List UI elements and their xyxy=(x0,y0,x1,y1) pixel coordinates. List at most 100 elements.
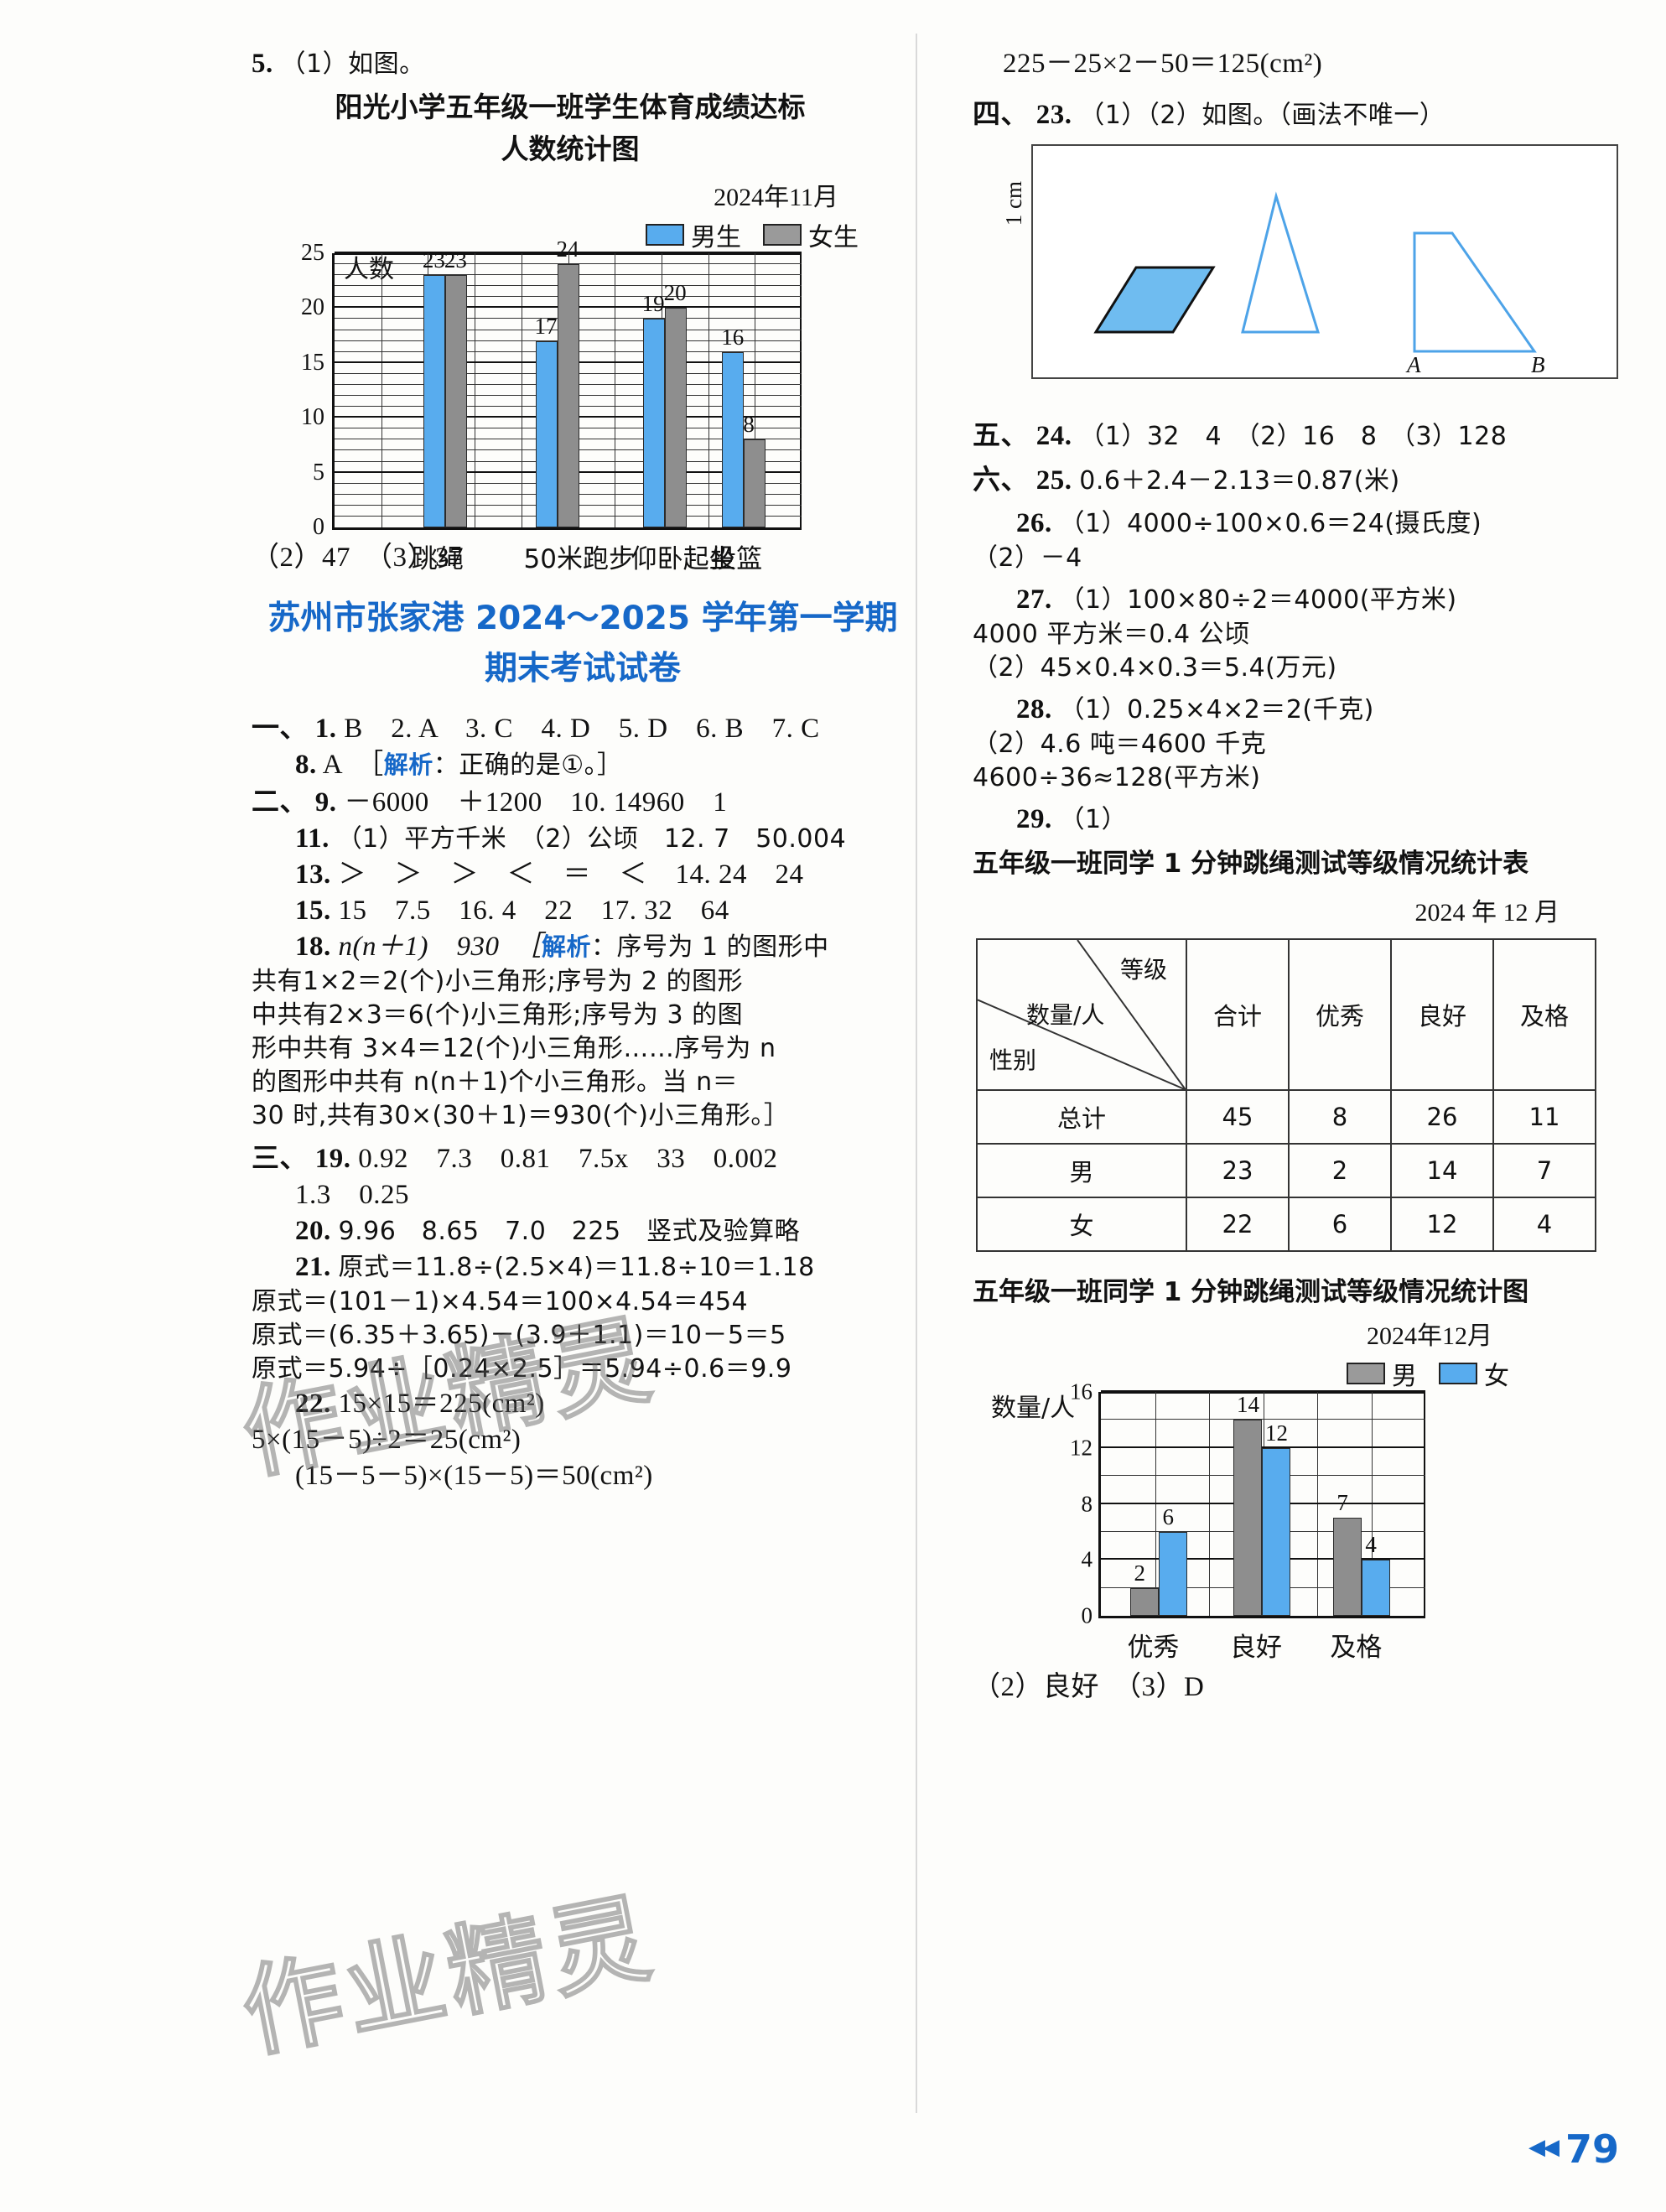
answer-26-line2: （2）－4 xyxy=(973,543,1082,573)
legend-label-male-2: 男 xyxy=(1392,1362,1417,1391)
chart2-bar-label: 14 xyxy=(1237,1392,1260,1418)
answer-18-line-1: 共有1×2＝2(个)小三角形;序号为 2 的图形 xyxy=(252,966,744,996)
chart2-title: 五年级一班同学 1 分钟跳绳测试等级情况统计图 xyxy=(973,1277,1529,1307)
section-5-marker: 五、 xyxy=(973,418,1029,451)
legend-swatch-female-2 xyxy=(1439,1363,1477,1384)
plot2-ytick: 16 xyxy=(1070,1379,1093,1405)
answer-22-line3: (15－5－5)×(15－5)＝50(cm²) xyxy=(295,1460,653,1491)
answer-27-number: 27. xyxy=(1016,584,1052,615)
answer-8-pre: A ［ xyxy=(322,749,384,780)
answer-row-26: 26. （1）4000÷100×0.6＝24(摄氏度) xyxy=(973,510,1635,537)
page-nav-arrows[interactable]: ◀◀ xyxy=(1528,2135,1560,2159)
answer-13-body: ＞ ＞ ＞ ＜ ＝ ＜ 14. 24 24 xyxy=(338,859,804,890)
answer-27-line2: 4000 平方米＝0.4 公顷 xyxy=(973,620,1250,649)
answer-22-continued: 225－25×2－50＝125(cm²) xyxy=(1003,49,1323,79)
cell-male-pass: 7 xyxy=(1492,1143,1596,1198)
column-divider xyxy=(916,34,917,2113)
triangle-shape xyxy=(1241,191,1321,334)
answer-27-line3: （2）45×0.4×0.3＝5.4(万元) xyxy=(973,653,1337,683)
parallelogram-shape xyxy=(1093,266,1216,334)
legend-item-female-2: 女 xyxy=(1439,1355,1509,1392)
chart2-bar-label: 2 xyxy=(1134,1560,1145,1586)
legend-item-male: 男生 xyxy=(646,216,741,253)
plot2-gridline-v xyxy=(1317,1392,1318,1616)
table-row: 女 22 6 12 4 xyxy=(976,1197,1596,1252)
answer-21-line2: 原式＝(101－1)×4.54＝100×4.54＝454 xyxy=(252,1286,749,1316)
grid-label-vertical: 1 cm xyxy=(1001,181,1026,226)
table-col-header-good: 良好 xyxy=(1390,938,1494,1091)
answer-11-body: （1）平方千米 （2）公顷 12. 7 50.004 xyxy=(336,823,847,854)
plot1-ytick: 15 xyxy=(301,349,324,376)
answer-28-number: 28. xyxy=(1016,694,1052,724)
plot2-ytick: 0 xyxy=(1081,1602,1093,1628)
grid-shapes xyxy=(1093,191,1537,353)
right-column: 225－25×2－50＝125(cm²) 四、 23. （1）（2）如图。（画法… xyxy=(973,50,1635,1710)
chart2-bar-female xyxy=(1159,1531,1188,1616)
question-5-text: （1）如图。 xyxy=(280,49,425,79)
chart1-y-axis-label: 人数 xyxy=(344,255,394,284)
table-corner-header: 等级 数量/人 性别 xyxy=(976,938,1187,1091)
cell-male-good: 14 xyxy=(1390,1143,1494,1198)
plot2-gridline-h xyxy=(1101,1419,1425,1420)
legend-swatch-male-2 xyxy=(1347,1363,1385,1384)
chart1-bar-male xyxy=(423,275,445,527)
answer-29-tail: （2）良好 （3）D xyxy=(973,1672,1205,1702)
chart1-bar-female xyxy=(664,308,687,527)
chart2-bar-male xyxy=(1130,1587,1160,1616)
chart1-bar-label: 19 xyxy=(641,291,665,317)
chart2-bar-label: 7 xyxy=(1336,1490,1348,1516)
answer-row-27: 27. （1）100×80÷2＝4000(平方米) xyxy=(973,586,1635,614)
plot2-right-border xyxy=(1424,1392,1425,1616)
cell-total-total: 45 xyxy=(1186,1089,1290,1145)
answer-18-head2: ：序号为 1 的图形中 xyxy=(591,932,829,962)
answer-19-line2: 1.3 0.25 xyxy=(295,1179,409,1210)
chart1-xlabel: 仰卧起坐 xyxy=(631,544,735,574)
chart2-bar-label: 12 xyxy=(1265,1420,1289,1446)
table-header-row: 等级 数量/人 性别 合计 优秀 良好 及格 xyxy=(976,938,1596,1091)
answer-18-line-3: 形中共有 3×4＝12(个)小三角形……序号为 n xyxy=(252,1033,776,1063)
chart2-bar-label: 6 xyxy=(1162,1503,1174,1529)
corner-label-gender: 性别 xyxy=(989,1046,1037,1074)
chart1-legend: 男生 女生 xyxy=(252,216,889,253)
section-6-marker: 六、 xyxy=(973,463,1029,496)
question-5-number: 5. xyxy=(252,49,273,79)
chart2-bar-label: 4 xyxy=(1365,1532,1377,1558)
plot1-ytick: 20 xyxy=(301,294,324,321)
exam-title-line2: 期末考试试卷 xyxy=(484,650,681,688)
table-col-header-total: 合计 xyxy=(1186,938,1290,1091)
answer-24-body: （1）32 4 （2）16 8 （3）128 xyxy=(1079,422,1508,451)
cell-total-pass: 11 xyxy=(1492,1089,1596,1145)
cell-male-total: 23 xyxy=(1186,1143,1290,1198)
answer-13-number: 13. xyxy=(295,859,331,890)
chart1-bar-female xyxy=(744,439,766,527)
section-4-marker: 四、 xyxy=(973,97,1029,130)
plot2-gridline-v xyxy=(1155,1392,1156,1616)
chart1-plot-area: 0 5 10 15 20 25 23 23 跳绳 17 24 50米跑步 19 20 仰卧起坐 16 8 投篮 xyxy=(301,236,802,574)
answer-18-line-4: 的图形中共有 n(n＋1)个小三角形。当 n＝ xyxy=(252,1067,739,1097)
answer-21-line4: 原式＝5.94÷［0.24×2.5］＝5.94÷0.6＝9.9 xyxy=(252,1353,792,1384)
chart1-bar-label: 17 xyxy=(534,313,558,339)
legend-label-female: 女生 xyxy=(808,223,859,252)
answer-21-line3: 原式＝(6.35＋3.65)－(3.9＋1.1)＝10－5＝5 xyxy=(252,1320,786,1350)
corner-diagonals xyxy=(978,940,1186,1090)
corner-label-grade: 等级 xyxy=(1119,956,1167,984)
chart2-xlabel: 及格 xyxy=(1330,1633,1383,1663)
answer-8-number: 8. xyxy=(295,749,317,780)
plot1-gridline-h xyxy=(335,263,802,265)
plot1-ytick: 25 xyxy=(301,240,324,266)
chart1-bar-label: 20 xyxy=(663,280,687,306)
chart1-bar-female xyxy=(557,264,579,527)
corner-label-quantity: 数量/人 xyxy=(1026,1001,1105,1029)
answer-23-body: （1）（2）如图。（画法不唯一） xyxy=(1079,101,1445,130)
cell-female-good: 12 xyxy=(1390,1197,1494,1252)
answer-row-25: 六、 25. 0.6＋2.4－2.13＝0.87(米) xyxy=(973,465,1635,495)
answer-row-21: 21. 原式＝11.8÷(2.5×4)＝11.8÷10＝1.18 xyxy=(252,1253,914,1281)
section-3-marker: 三、 xyxy=(252,1140,308,1174)
answer-1-body: B 2. A 3. C 4. D 5. D 6. B 7. C xyxy=(344,713,820,744)
answer-row-1: 一、 1. B 2. A 3. C 4. D 5. D 6. B 7. C xyxy=(252,714,914,743)
row-label-total: 总计 xyxy=(976,1089,1187,1145)
chart1-bar-female xyxy=(444,275,467,527)
plot2-gridline-h xyxy=(1101,1390,1425,1392)
chart1-bar-label: 24 xyxy=(556,236,579,262)
